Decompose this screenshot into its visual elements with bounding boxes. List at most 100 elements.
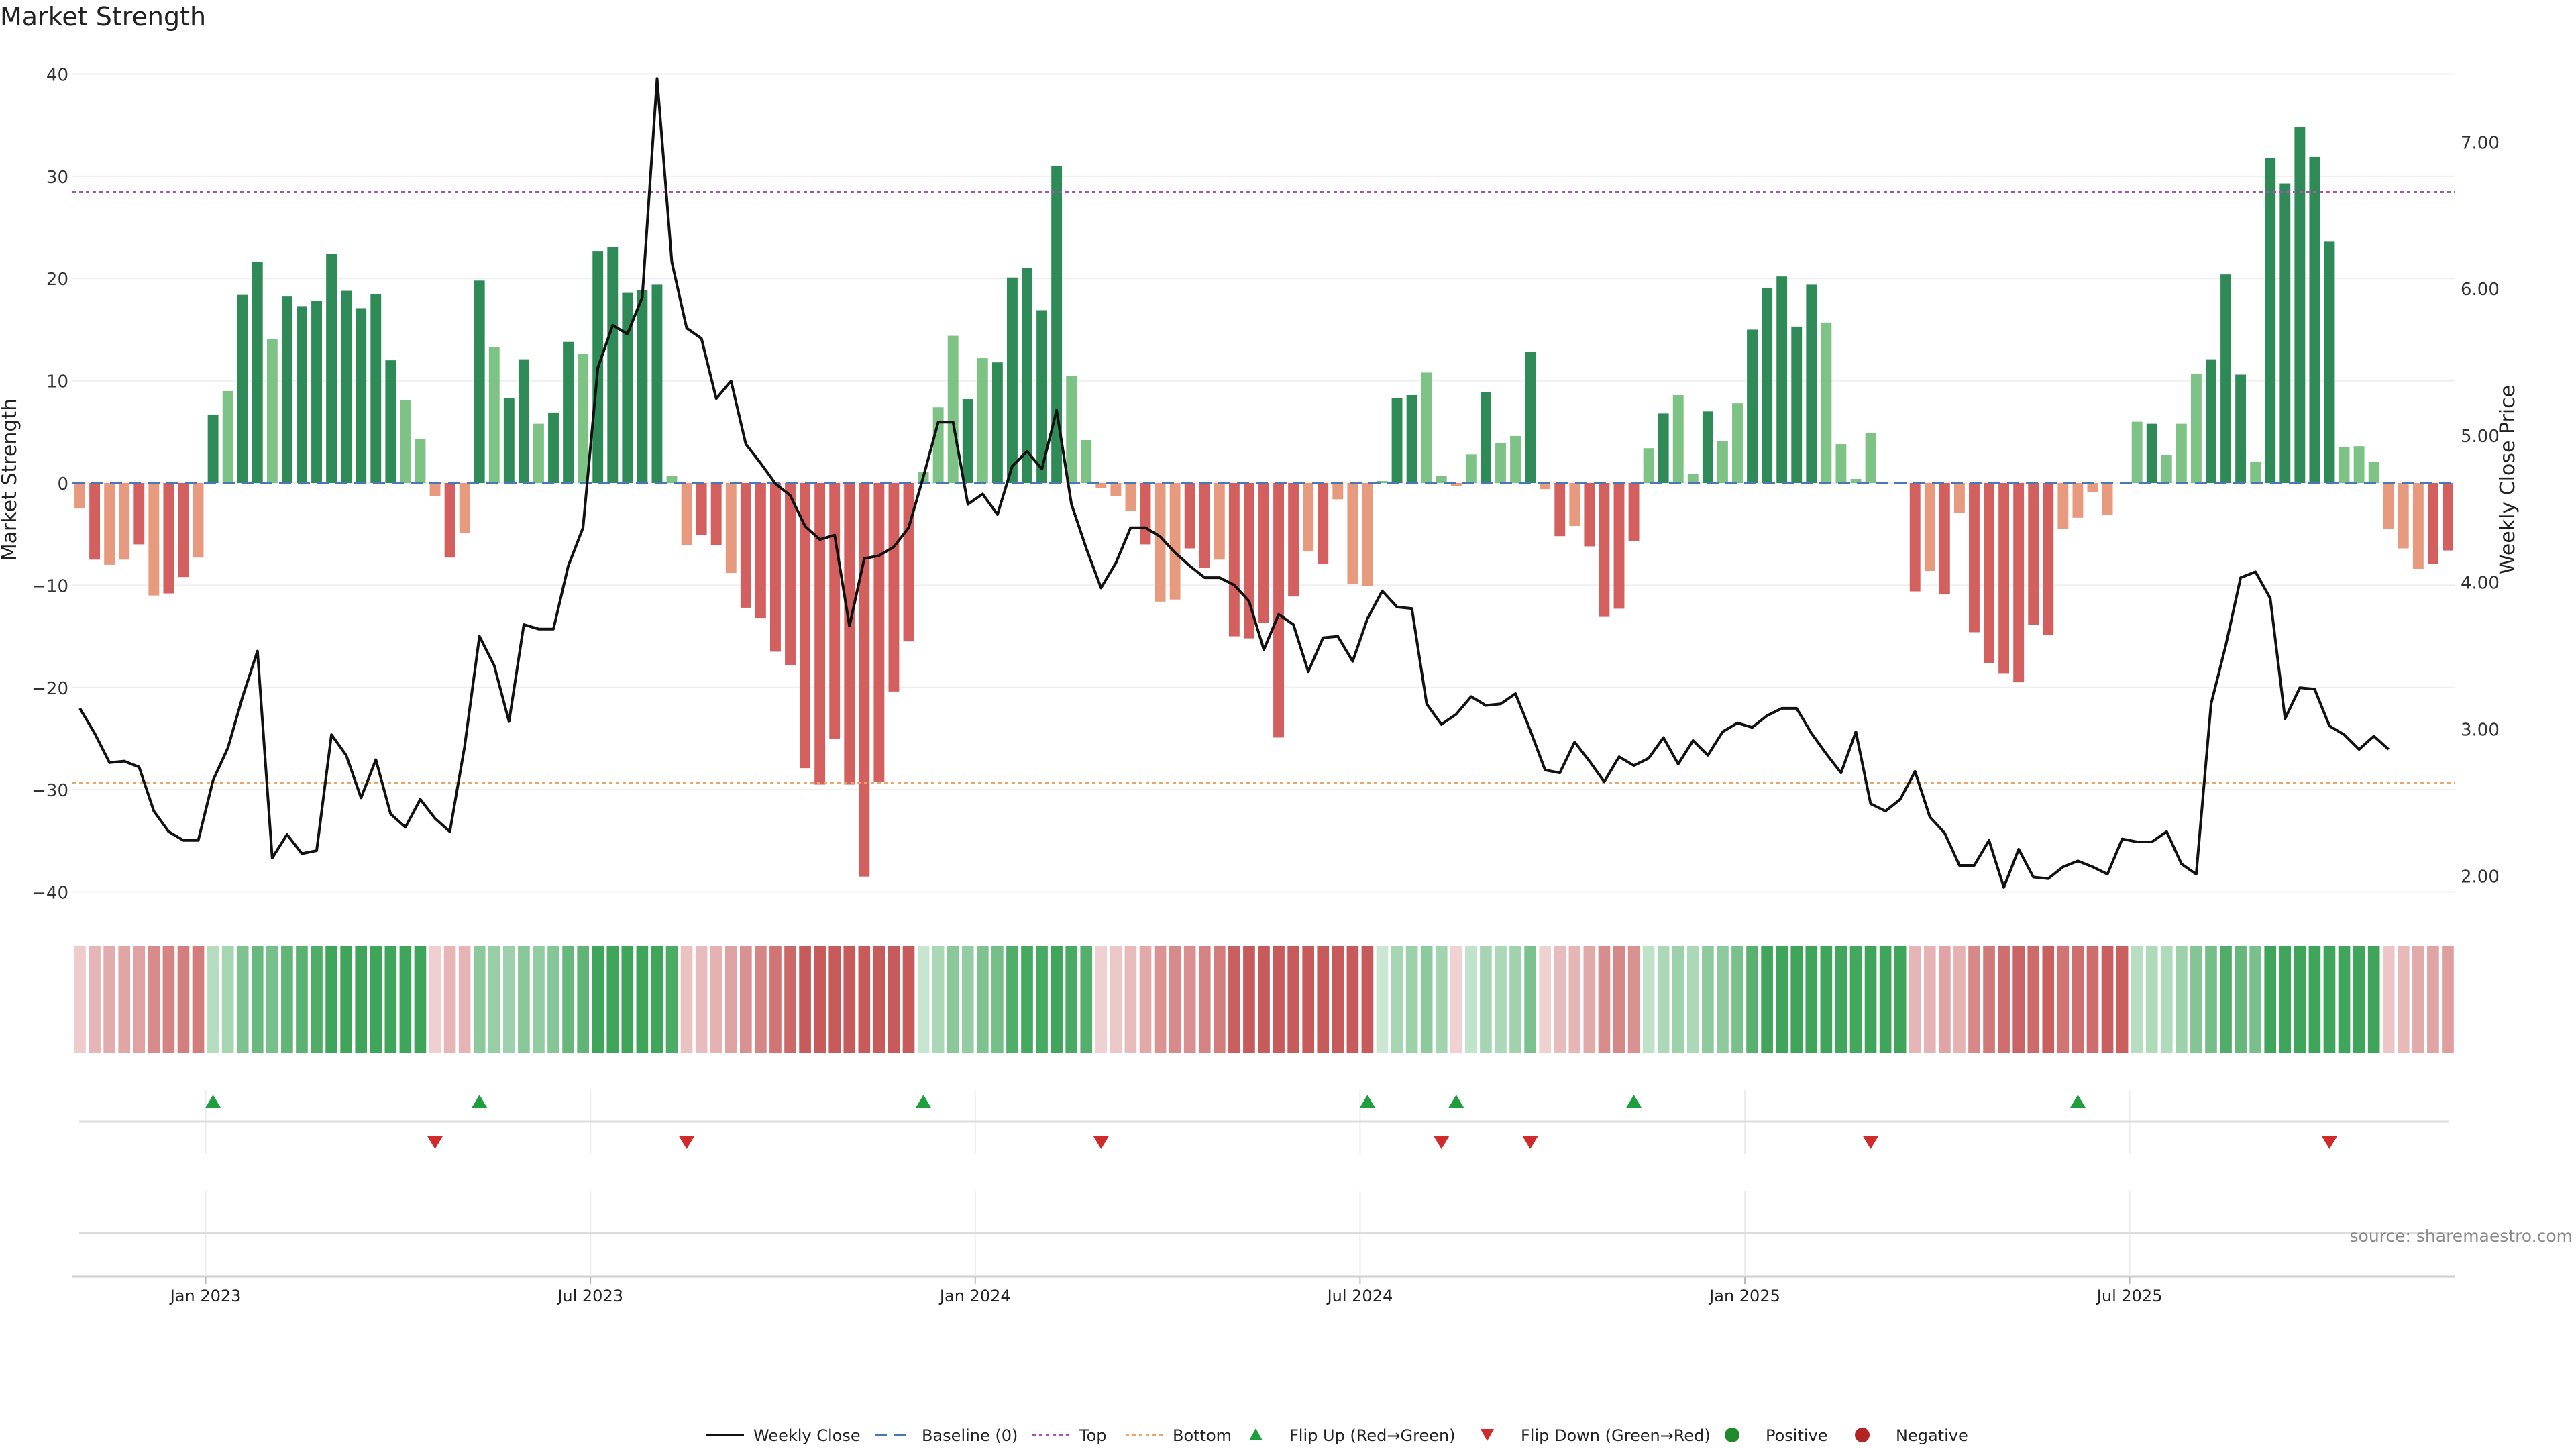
legend-swatch (1249, 1428, 1263, 1440)
strength-bar (1051, 166, 1063, 483)
strip-cell (665, 946, 678, 1053)
strip-cell (1036, 946, 1048, 1053)
strip-cell (1761, 946, 1773, 1053)
x-tick-label: Jan 2023 (169, 1287, 241, 1305)
strength-bar (1865, 433, 1876, 483)
strip-cell (976, 946, 989, 1053)
flip-up-marker (205, 1095, 221, 1108)
strip-cell (873, 946, 885, 1053)
strength-bar (1495, 443, 1506, 483)
strength-bar (2427, 483, 2438, 564)
strength-bar (1391, 398, 1403, 483)
strength-bar (281, 296, 292, 483)
strength-bars (74, 127, 2453, 877)
strip-cell (473, 946, 486, 1053)
strength-bar (932, 407, 944, 483)
strength-bar (385, 360, 396, 483)
strip-cell (2442, 946, 2454, 1053)
strength-bar (1199, 483, 1210, 568)
strength-bar (1643, 448, 1654, 483)
strip-cell (1568, 946, 1581, 1053)
strip-cell (1287, 946, 1299, 1053)
strength-bar (518, 359, 529, 483)
main-plot: 40 30 20 10 0 −10 −20 −30 −40 7.00 6.00 5.00 4.00 3.… (0, 65, 2520, 903)
strip-cell (1642, 946, 1655, 1053)
strip-cell (680, 946, 693, 1053)
strip-cell (384, 946, 397, 1053)
strength-bar (1732, 403, 1743, 483)
flip-up-marker (1359, 1095, 1376, 1108)
strip-cell (784, 946, 796, 1053)
strip-cell (1968, 946, 1980, 1053)
strength-bar (2072, 483, 2084, 518)
strip-cell (1539, 946, 1552, 1053)
strength-bar (2235, 374, 2247, 483)
strip-cell (1183, 946, 1196, 1053)
strip-cell (547, 946, 559, 1053)
strip-cell (2086, 946, 2099, 1053)
strength-bar (1939, 483, 1950, 595)
x-tick-label: Jan 2024 (938, 1287, 1011, 1305)
right-tick-label: 4.00 (2461, 574, 2500, 594)
strip-cell (2249, 946, 2261, 1053)
strength-bar (1584, 483, 1595, 547)
strength-bar (266, 339, 278, 483)
strength-bar (2190, 373, 2202, 483)
strip-cell (2205, 946, 2217, 1053)
strength-bar (578, 354, 589, 483)
strength-bar (1687, 474, 1699, 483)
strength-bar (873, 483, 885, 782)
strip-cell (533, 946, 545, 1053)
strength-bar (311, 301, 322, 483)
flip-markers (205, 1095, 2338, 1149)
strip-cell (1554, 946, 1566, 1053)
strip-cell (1198, 946, 1211, 1053)
strip-cell (651, 946, 663, 1053)
strip-cell (755, 946, 767, 1053)
strip-cell (2308, 946, 2321, 1053)
strip-cell (1317, 946, 1330, 1053)
strip-cell (2012, 946, 2025, 1053)
strip-cell (2116, 946, 2129, 1053)
strength-bar (607, 247, 619, 483)
strength-bar (1998, 483, 2010, 674)
strength-bar (1835, 444, 1847, 483)
strip-cell (1953, 946, 1966, 1053)
strip-cell (1273, 946, 1285, 1053)
strength-bar (1554, 483, 1566, 537)
strip-cell (399, 946, 412, 1053)
x-tick-label: Jan 2025 (1708, 1287, 1780, 1305)
strip-cell (148, 946, 160, 1053)
strip-cell (1702, 946, 1714, 1053)
strength-bar (740, 483, 751, 608)
strip-cell (2190, 946, 2202, 1053)
strip-cell (1213, 946, 1226, 1053)
strength-bar (74, 483, 85, 509)
strength-bar (1806, 284, 1817, 483)
strip-cell (1672, 946, 1684, 1053)
strength-bar (1184, 483, 1195, 549)
strength-bar (1169, 483, 1181, 600)
strip-cell (1657, 946, 1670, 1053)
strip-cell (1598, 946, 1611, 1053)
strength-bar (2220, 274, 2231, 483)
strip-cell (1923, 946, 1936, 1053)
source-note: source: sharemaestro.com (2350, 1226, 2573, 1246)
strip-cell (340, 946, 352, 1053)
strength-bar (2146, 423, 2157, 483)
strength-bar (1776, 276, 1788, 483)
strip-cell (858, 946, 871, 1053)
strip-cell (2057, 946, 2070, 1053)
strip-cell (1686, 946, 1699, 1053)
strength-bar (977, 358, 988, 483)
flip-down-marker (1862, 1136, 1879, 1149)
strength-bar (2131, 421, 2143, 483)
strip-cell (991, 946, 1004, 1053)
strip-cell (1435, 946, 1448, 1053)
strip-cell (2235, 946, 2247, 1053)
strength-bar (1436, 476, 1447, 483)
strip-cell (2176, 946, 2188, 1053)
strip-cell (236, 946, 249, 1053)
strength-bar (1924, 483, 1935, 572)
strength-bar (341, 290, 352, 483)
